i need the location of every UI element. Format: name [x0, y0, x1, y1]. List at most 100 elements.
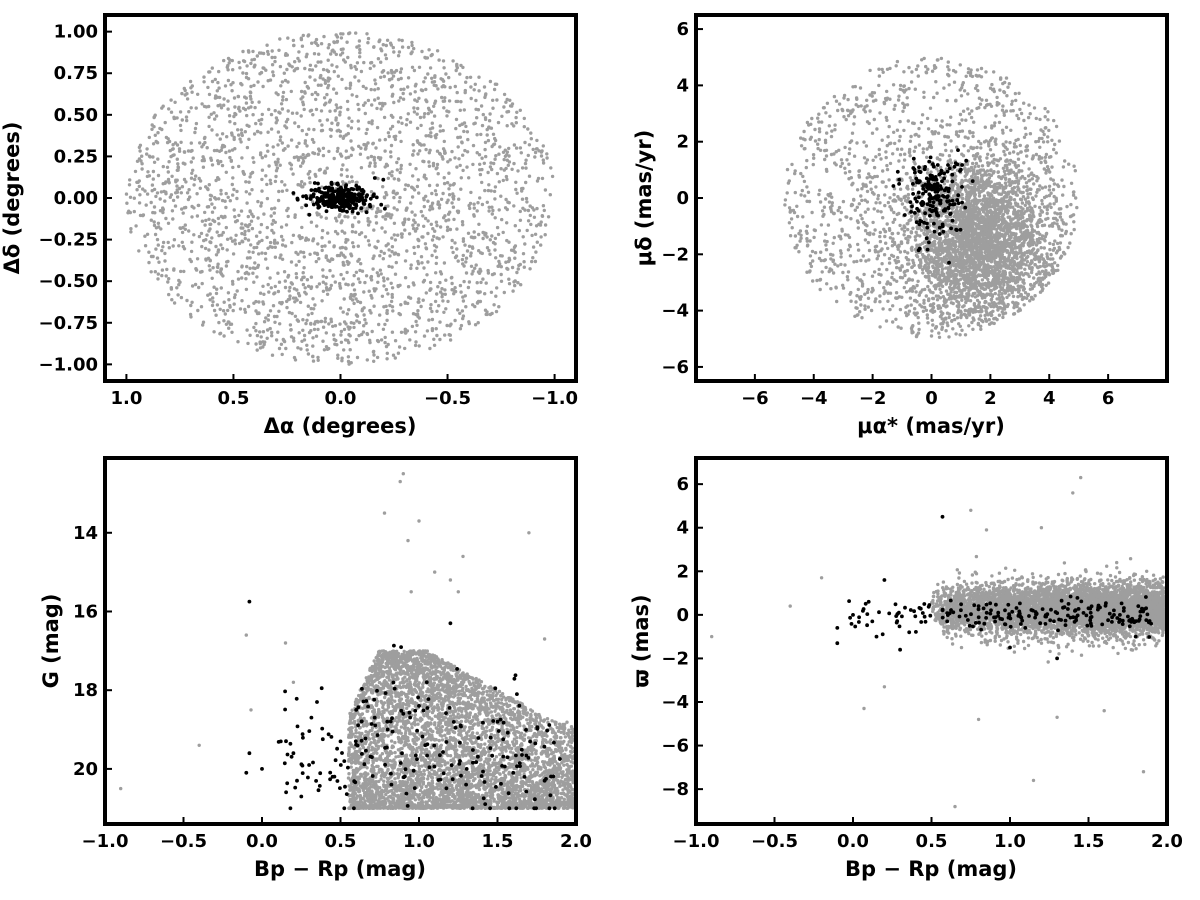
sky-point-field: [245, 201, 249, 205]
sky-point-field: [383, 217, 388, 221]
sky-point-field: [225, 237, 230, 241]
sky-point-field: [335, 106, 339, 110]
sky-point-member: [358, 197, 362, 202]
pm-point-field: [865, 200, 870, 204]
sky-point-field: [285, 188, 289, 192]
pm-point-field: [805, 224, 809, 228]
sky-point-field: [281, 148, 286, 152]
sky-point-field: [539, 243, 543, 247]
pm-point-field: [1050, 165, 1054, 169]
sky-point-member: [295, 197, 300, 202]
sky-point-field: [249, 91, 253, 95]
sky-point-field: [389, 150, 393, 154]
sky-point-field: [158, 197, 162, 201]
sky-point-field: [371, 171, 375, 175]
sky-point-field: [169, 193, 174, 197]
sky-point-field: [471, 236, 476, 240]
sky-point-field: [296, 252, 300, 256]
sky-point-field: [447, 218, 451, 222]
sky-point-field: [283, 244, 288, 248]
pm-point-field: [975, 106, 979, 111]
sky-point-field: [212, 330, 216, 334]
pm-point-field: [1020, 169, 1024, 173]
sky-point-field: [426, 72, 430, 76]
sky-point-field: [421, 235, 425, 239]
pm-point-field: [1002, 169, 1007, 174]
sky-point-field: [137, 201, 142, 205]
sky-point-field: [332, 69, 336, 74]
sky-point-field: [185, 191, 190, 195]
sky-point-field: [346, 283, 350, 287]
pm-point-field: [1042, 132, 1046, 137]
sky-point-field: [160, 268, 165, 272]
sky-point-field: [411, 153, 415, 157]
sky-point-field: [440, 287, 444, 291]
sky-point-field: [464, 124, 468, 129]
sky-point-field: [399, 303, 403, 307]
pm-point-field: [910, 278, 915, 282]
sky-point-field: [463, 90, 467, 95]
sky-point-field: [294, 275, 299, 280]
sky-point-member: [329, 182, 334, 187]
pm-point-field: [881, 70, 885, 75]
sky-point-field: [189, 176, 194, 180]
pm-point-field: [820, 120, 824, 124]
sky-point-field: [179, 140, 183, 144]
sky-point-field: [207, 92, 212, 97]
sky-point-field: [512, 143, 517, 147]
sky-point-field: [210, 128, 214, 132]
pm-point-field: [1037, 157, 1041, 161]
pm-point-field: [845, 158, 849, 162]
sky-point-field: [309, 306, 313, 311]
pm-point-field: [821, 214, 825, 218]
sky-point-field: [190, 215, 194, 219]
pm-point-field: [1051, 242, 1056, 247]
sky-point-field: [353, 215, 357, 220]
sky-point-field: [270, 353, 275, 357]
sky-point-field: [154, 247, 158, 251]
sky-point-field: [194, 268, 199, 272]
sky-point-field: [486, 138, 491, 143]
sky-point-field: [417, 96, 421, 101]
sky-point-field: [358, 268, 362, 273]
sky-point-field: [218, 307, 222, 311]
sky-point-field: [485, 235, 489, 239]
sky-point-field: [412, 68, 417, 73]
sky-point-field: [272, 314, 277, 319]
sky-point-field: [487, 183, 491, 187]
sky-point-field: [441, 157, 445, 161]
sky-point-field: [401, 91, 405, 96]
pm-point-field: [984, 70, 988, 74]
sky-point-field: [354, 230, 358, 234]
sky-point-member: [381, 177, 386, 182]
sky-point-field: [325, 92, 329, 97]
sky-point-field: [427, 108, 431, 112]
sky-point-field: [499, 167, 503, 171]
pm-point-field: [917, 134, 921, 138]
sky-point-field: [320, 185, 324, 189]
pm-point-field: [907, 262, 911, 266]
pm-point-field: [876, 209, 880, 213]
sky-point-field: [399, 163, 403, 168]
sky-point-field: [512, 161, 516, 166]
sky-point-field: [301, 271, 305, 275]
sky-point-field: [200, 281, 204, 286]
sky-point-field: [428, 280, 433, 285]
pm-point-field: [1057, 139, 1062, 143]
sky-point-field: [541, 161, 546, 165]
sky-point-field: [128, 178, 132, 182]
sky-point-field: [379, 60, 383, 64]
sky-point-member: [324, 185, 329, 190]
sky-point-field: [324, 345, 329, 349]
sky-point-field: [354, 31, 358, 35]
pm-point-field: [974, 161, 979, 166]
sky-point-field: [223, 84, 228, 88]
sky-point-field: [412, 106, 416, 110]
pm-point-field: [819, 223, 824, 227]
pm-point-field: [958, 333, 962, 337]
sky-point-field: [200, 102, 204, 106]
sky-point-field: [513, 224, 517, 228]
sky-point-field: [468, 206, 472, 211]
sky-point-field: [231, 308, 235, 313]
pm-point-field: [797, 250, 801, 254]
